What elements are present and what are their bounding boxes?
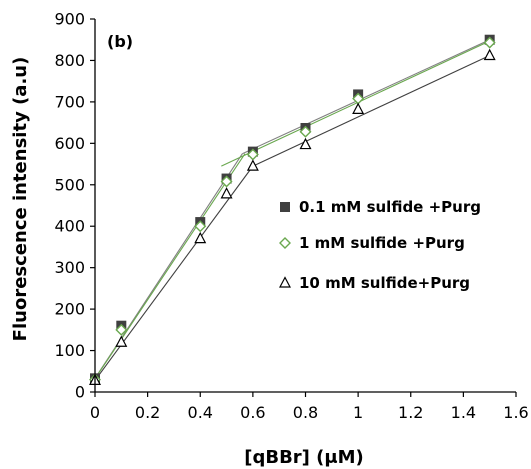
x-tick-label: 1: [353, 403, 363, 422]
x-tick-label: 0: [90, 403, 100, 422]
legend-label-series-2: 1 mM sulfide +Purg: [299, 234, 465, 252]
legend: 0.1 mM sulfide +Purg 1 mM sulfide +Purg 10…: [279, 198, 481, 292]
x-tick-label: 1.4: [451, 403, 476, 422]
legend-marker-series-1: [280, 202, 290, 212]
legend-label-series-3: 10 mM sulfide+Purg: [299, 274, 470, 292]
data-point-series-3: [246, 159, 259, 171]
data-point-series-3: [352, 102, 365, 114]
fit-line-segment: [252, 54, 490, 167]
y-tick-label: 300: [54, 258, 85, 277]
x-tick-label: 0.8: [293, 403, 318, 422]
fit-line-segment: [221, 40, 490, 167]
legend-marker-series-2: [279, 237, 291, 249]
data-point-series-2: [194, 220, 207, 233]
y-axis-label: Fluorescence intensity (a.u): [10, 57, 31, 342]
fit-line-segment: [242, 39, 490, 155]
data-point-series-3: [299, 137, 312, 150]
y-tick-label: 200: [54, 300, 85, 319]
legend-label-series-1: 0.1 mM sulfide +Purg: [299, 198, 481, 216]
x-tick-label: 1.6: [503, 403, 528, 422]
y-tick-label: 600: [54, 134, 85, 153]
data-point-series-2: [220, 175, 233, 188]
panel-label: (b): [107, 32, 133, 51]
y-tick-label: 500: [54, 175, 85, 194]
data-point-series-2: [115, 323, 128, 336]
data-point-series-2: [299, 125, 312, 138]
y-tick-label: 900: [54, 10, 85, 29]
x-tick-label: 0.4: [188, 403, 213, 422]
data-point-series-3: [194, 231, 207, 244]
y-tick-label: 100: [54, 341, 85, 360]
x-tick-label: 0.6: [240, 403, 265, 422]
x-tick-label: 1.2: [398, 403, 423, 422]
y-tick-label: 0: [75, 383, 85, 402]
y-tick-label: 800: [54, 51, 85, 70]
x-axis-label: [qBBr] (μM): [244, 447, 364, 468]
y-tick-label: 700: [54, 92, 85, 111]
data-point-series-3: [115, 335, 128, 347]
data-point-series-3: [220, 187, 233, 199]
data-point-series-3: [483, 48, 496, 61]
tick-labels: 0 100 200 300 400 500 600 700 800 900 0 0.2 0.4 0.6 0.…: [54, 10, 528, 423]
legend-marker-series-3: [279, 276, 291, 288]
y-tick-label: 400: [54, 217, 85, 236]
data-point-series-2: [483, 36, 496, 49]
axes: [90, 18, 517, 397]
x-tick-label: 0.2: [135, 403, 160, 422]
